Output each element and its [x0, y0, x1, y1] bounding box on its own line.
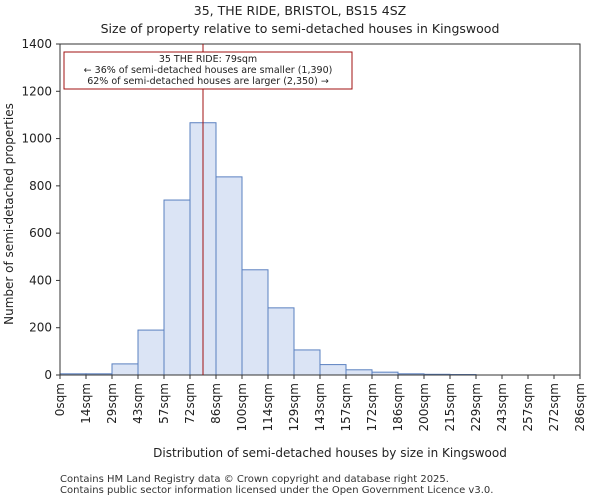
- y-tick-label: 800: [29, 179, 52, 193]
- histogram-bar: [215, 176, 243, 376]
- annotation-box: 35 THE RIDE: 79sqm ← 36% of semi-detache…: [63, 51, 353, 90]
- bars: [59, 122, 477, 376]
- x-tick-label: 186sqm: [391, 383, 405, 431]
- y-tick-label: 1200: [21, 84, 52, 98]
- plot-area-frame: [59, 43, 581, 376]
- y-tick-label: 1000: [21, 132, 52, 146]
- chart-subtitle: Size of property relative to semi-detach…: [101, 21, 500, 36]
- histogram-bar: [163, 199, 191, 376]
- x-tick-label: 114sqm: [261, 383, 275, 431]
- footer-line-1: Contains HM Land Registry data © Crown c…: [60, 474, 449, 485]
- footer-line-2: Contains public sector information licen…: [60, 485, 493, 496]
- x-tick-label: 57sqm: [157, 383, 171, 424]
- x-tick-label: 0sqm: [53, 383, 67, 416]
- x-tick-label: 14sqm: [79, 383, 93, 424]
- x-tick-label: 200sqm: [417, 383, 431, 431]
- x-tick-label: 229sqm: [469, 383, 483, 431]
- x-tick-label: 243sqm: [495, 383, 509, 431]
- annotation-frame: [63, 51, 353, 90]
- annotation-line-1: 35 THE RIDE: 79sqm: [159, 54, 257, 65]
- x-tick-label: 143sqm: [313, 383, 327, 431]
- x-tick-label: 129sqm: [287, 383, 301, 431]
- y-tick-label: 400: [29, 273, 52, 287]
- x-axis-ticks: 0sqm 14sqm 29sqm 43sqm 57sqm 72sqm 86sqm 100sqm…: [53, 375, 587, 431]
- histogram-bar: [241, 269, 269, 376]
- histogram-bar: [345, 369, 373, 376]
- histogram-bar: [267, 307, 295, 376]
- x-tick-label: 172sqm: [365, 383, 379, 431]
- annotation-line-2: ← 36% of semi-detached houses are smalle…: [84, 65, 333, 76]
- x-tick-label: 257sqm: [521, 383, 535, 431]
- x-axis-label: Distribution of semi-detached houses by …: [153, 446, 507, 460]
- x-tick-label: 286sqm: [573, 383, 587, 431]
- x-tick-label: 43sqm: [131, 383, 145, 424]
- y-tick-label: 600: [29, 226, 52, 240]
- histogram-bar: [137, 329, 165, 376]
- x-tick-label: 215sqm: [443, 383, 457, 431]
- histogram-bar: [319, 364, 347, 376]
- x-tick-label: 272sqm: [547, 383, 561, 431]
- x-tick-label: 29sqm: [105, 383, 119, 424]
- chart-title: 35, THE RIDE, BRISTOL, BS15 4SZ: [194, 3, 407, 18]
- x-tick-label: 157sqm: [339, 383, 353, 431]
- histogram-bar: [293, 349, 321, 376]
- x-tick-label: 86sqm: [209, 383, 223, 424]
- annotation-line-3: 62% of semi-detached houses are larger (…: [87, 76, 329, 87]
- x-tick-label: 100sqm: [235, 383, 249, 431]
- y-tick-label: 0: [44, 368, 52, 382]
- y-tick-label: 200: [29, 321, 52, 335]
- y-axis-label: Number of semi-detached properties: [2, 103, 16, 325]
- y-tick-label: 1400: [21, 37, 52, 51]
- y-axis-ticks: 0 200 400 600 800 1000 1200 1400: [21, 37, 60, 382]
- x-tick-label: 72sqm: [183, 383, 197, 424]
- histogram-bar: [111, 363, 139, 376]
